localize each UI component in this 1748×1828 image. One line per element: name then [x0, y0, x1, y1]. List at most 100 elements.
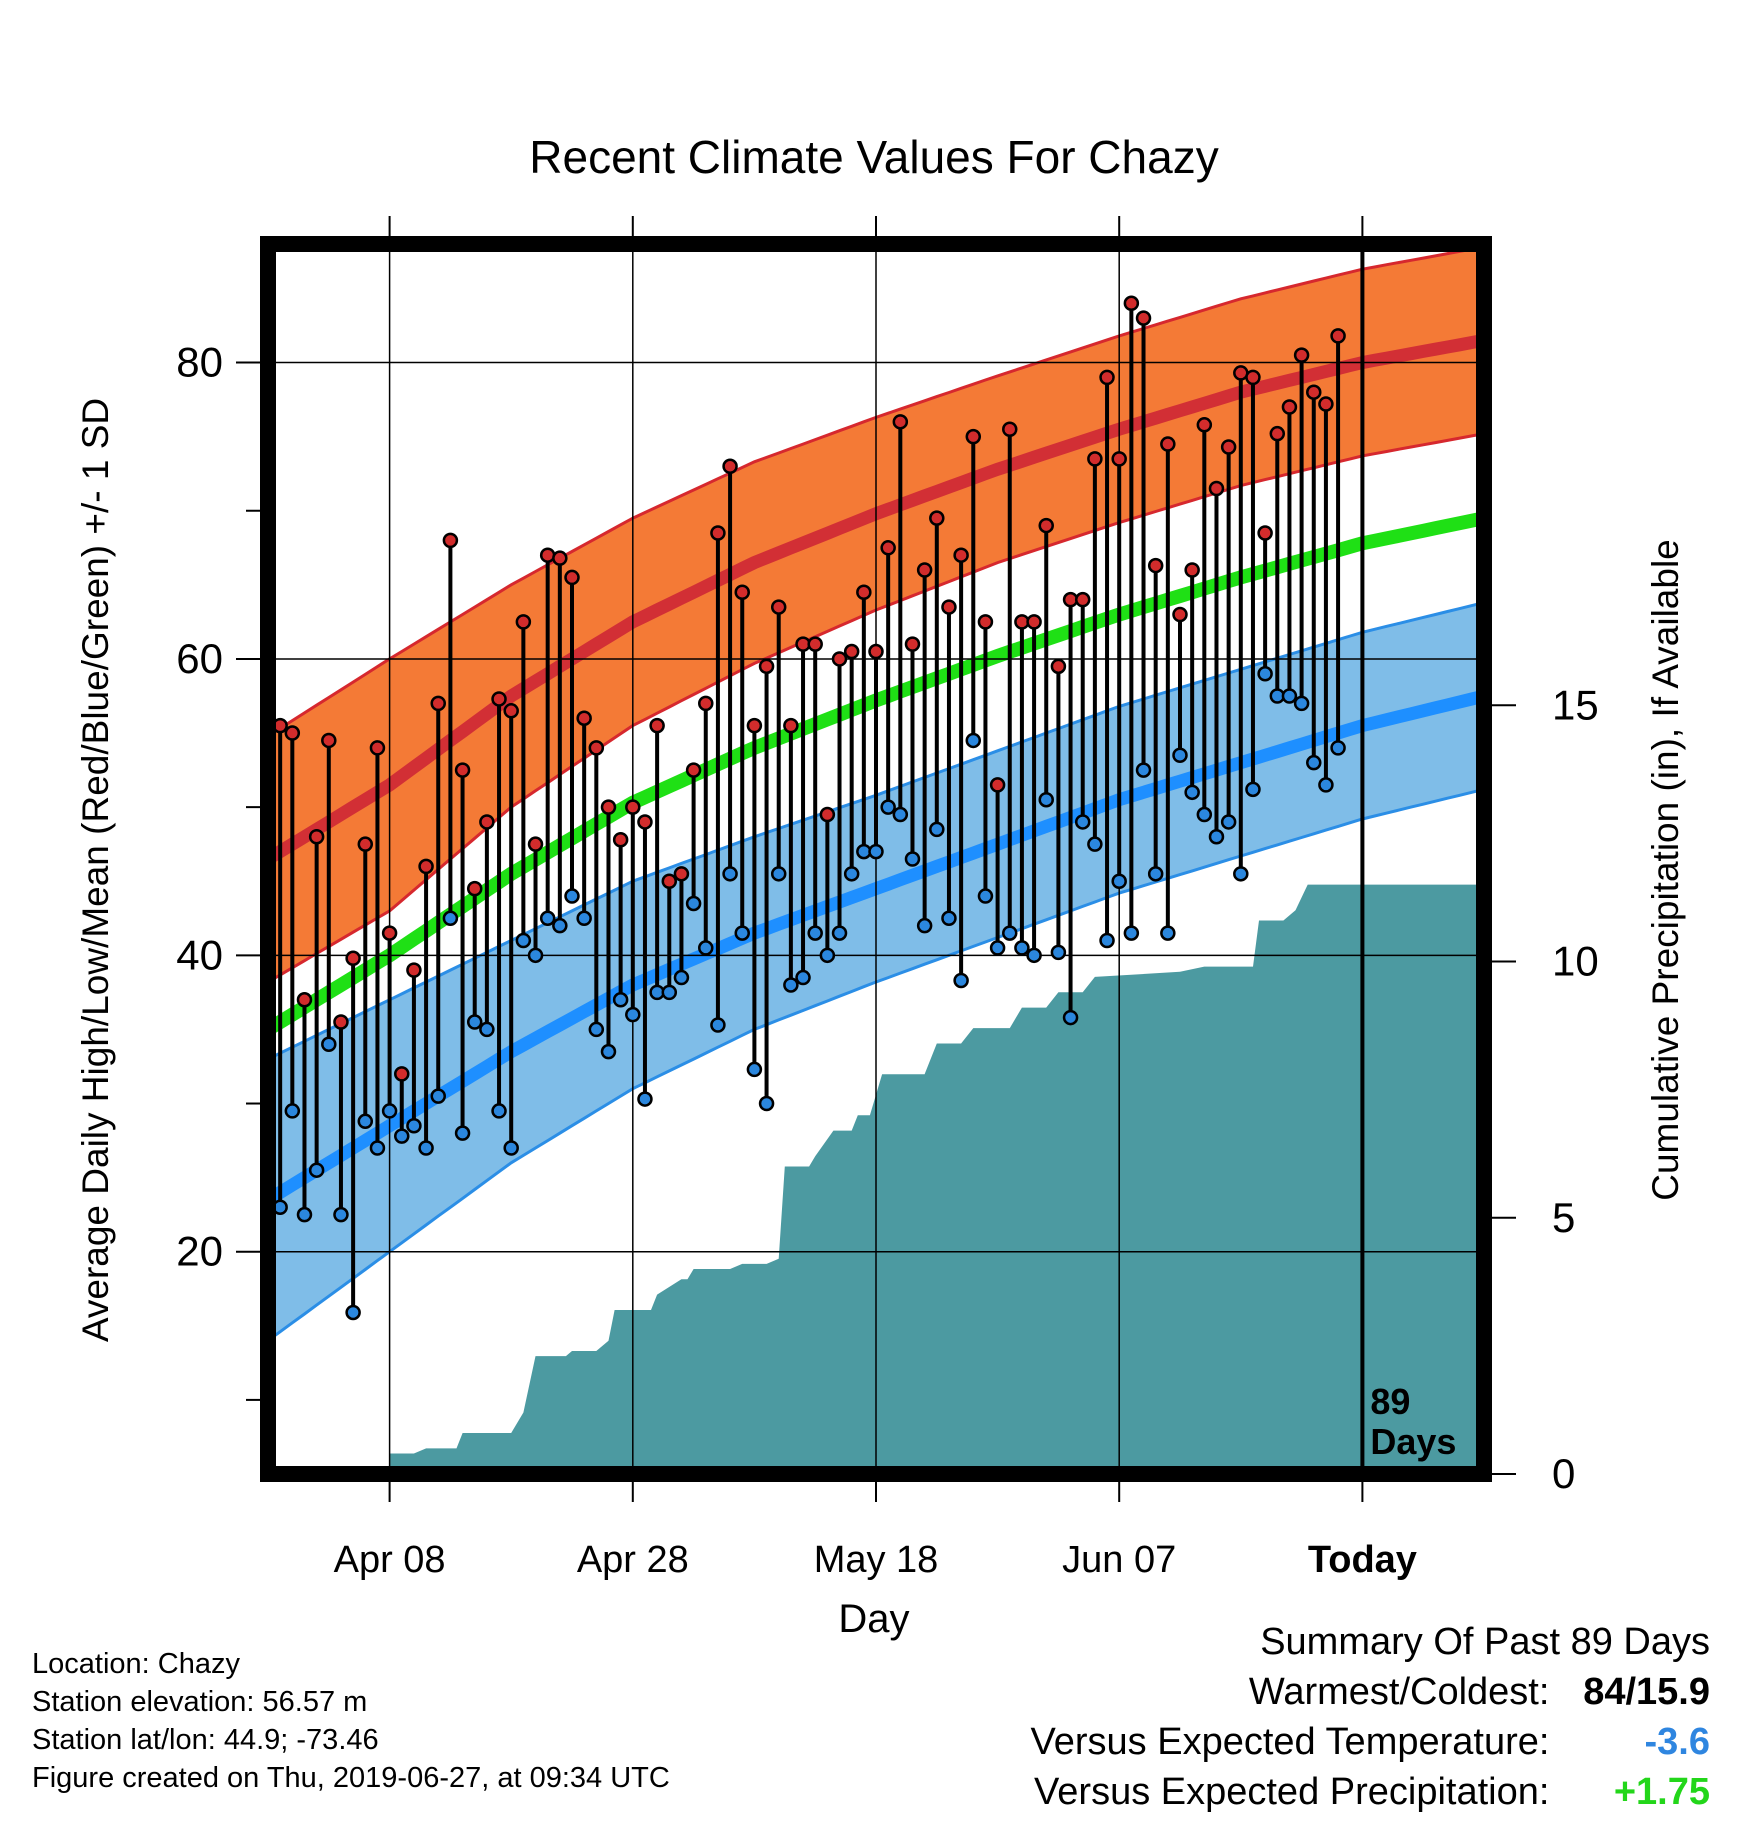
daily-high-point: [345, 950, 361, 967]
daily-low-point: [1318, 777, 1334, 793]
daily-low-point: [807, 925, 823, 941]
daily-low-point: [698, 940, 714, 956]
daily-low-point: [710, 1017, 726, 1033]
daily-high-point: [1074, 591, 1091, 608]
daily-high-point: [308, 829, 325, 845]
daily-high-point: [758, 658, 775, 675]
daily-low-point: [965, 732, 982, 749]
daily-low-point: [1002, 925, 1018, 941]
daily-high-point: [1038, 517, 1054, 534]
daily-high-point: [333, 1014, 349, 1030]
plot-frame: [260, 236, 1492, 1482]
daily-high-point: [746, 717, 763, 734]
summary-panel: Summary Of Past 89 Days Warmest/Coldest:…: [1031, 1617, 1710, 1817]
x-tick-label: Jun 07: [1062, 1539, 1176, 1581]
daily-high-point: [1160, 436, 1176, 452]
daily-high-point: [770, 599, 787, 615]
daily-low-point: [904, 851, 921, 867]
daily-high-point: [503, 703, 519, 719]
elevation-text: Station elevation: 56.57 m: [32, 1686, 368, 1718]
daily-high-point: [783, 717, 799, 734]
daily-high-point: [369, 740, 386, 756]
daily-high-point: [649, 717, 665, 734]
daily-high-point: [1087, 451, 1103, 467]
x-axis-label: Day: [838, 1597, 909, 1641]
daily-high-point: [1306, 384, 1322, 400]
daily-low-point: [1050, 944, 1067, 961]
daily-low-point: [892, 806, 909, 823]
daily-low-point: [746, 1061, 763, 1078]
daily-high-point: [552, 550, 568, 566]
summary-warmest-row: Warmest/Coldest: 84/15.9: [1031, 1667, 1710, 1717]
y-tick-label: 80: [176, 339, 223, 386]
daily-high-point: [442, 532, 459, 549]
x-tick-label: Apr 28: [577, 1539, 689, 1581]
warmest-label: Warmest/Coldest:: [1248, 1671, 1550, 1713]
x-tick-label: Apr 08: [334, 1539, 446, 1581]
y-tick-label: 20: [176, 1228, 223, 1275]
daily-low-point: [491, 1103, 507, 1119]
daily-low-point: [1293, 695, 1310, 712]
daily-high-point: [466, 880, 483, 897]
daily-high-point: [637, 814, 653, 830]
daily-low-point: [1208, 829, 1225, 845]
station-info: Location: Chazy Station elevation: 56.57…: [32, 1645, 670, 1797]
daily-high-point: [904, 636, 921, 652]
daily-high-point: [1245, 369, 1261, 386]
summary-title: Summary Of Past 89 Days: [1260, 1621, 1710, 1663]
daily-high-point: [1135, 310, 1152, 326]
daily-high-point: [1026, 614, 1042, 630]
daily-low-point: [406, 1117, 422, 1134]
created-text: Figure created on Thu, 2019-06-27, at 09…: [32, 1762, 670, 1794]
daily-low-point: [515, 932, 532, 949]
axes: Apr 08 Apr 28 May 18 Jun 07 Today 20 40 60 80 0 5 1…: [176, 216, 1599, 1581]
high-sd-band: [268, 247, 1484, 982]
daily-high-point: [479, 814, 495, 830]
daily-low-point: [831, 925, 848, 941]
daily-high-point: [491, 691, 507, 707]
y2-axis-label: Cumulative Precipitation (in), If Availa…: [1645, 539, 1686, 1201]
daily-low-point: [1281, 688, 1298, 704]
today-days-count: 89: [1370, 1381, 1410, 1422]
daily-high-point: [698, 695, 714, 712]
daily-low-point: [588, 1021, 605, 1038]
daily-low-point: [479, 1021, 495, 1038]
daily-high-point: [661, 873, 678, 889]
daily-high-point: [722, 458, 738, 475]
daily-high-point: [1220, 439, 1237, 455]
daily-high-point: [576, 710, 592, 726]
daily-high-point: [673, 866, 690, 882]
daily-low-point: [758, 1095, 775, 1112]
daily-high-point: [1147, 557, 1164, 574]
daily-low-point: [880, 799, 896, 815]
daily-low-point: [284, 1103, 301, 1119]
daily-low-point: [1074, 814, 1091, 830]
daily-low-point: [333, 1206, 349, 1223]
daily-low-point: [466, 1014, 483, 1030]
daily-high-point: [1123, 295, 1140, 312]
daily-low-point: [394, 1128, 410, 1144]
daily-low-point: [819, 947, 836, 964]
daily-low-point: [345, 1304, 361, 1321]
daily-low-point: [357, 1113, 374, 1130]
daily-low-point: [1014, 940, 1030, 956]
daily-low-point: [296, 1206, 313, 1223]
daily-high-point: [515, 614, 532, 630]
daily-high-point: [1257, 525, 1273, 541]
y-tick-label: 60: [176, 635, 223, 682]
daily-high-point: [892, 414, 909, 430]
daily-high-point: [685, 762, 702, 778]
daily-high-point: [284, 725, 301, 741]
daily-low-point: [1123, 925, 1140, 941]
daily-low-point: [564, 888, 580, 904]
y2-tick-label: 15: [1552, 681, 1599, 728]
daily-high-point: [965, 428, 982, 445]
daily-high-point: [1002, 421, 1018, 437]
daily-low-point: [1184, 784, 1200, 801]
daily-high-point: [1330, 328, 1346, 344]
daily-low-point: [430, 1088, 446, 1104]
chart-title: Recent Climate Values For Chazy: [529, 131, 1218, 183]
daily-high-point: [989, 777, 1006, 793]
y-axis-label: Average Daily High/Low/Mean (Red/Blue/Gr…: [75, 398, 116, 1342]
